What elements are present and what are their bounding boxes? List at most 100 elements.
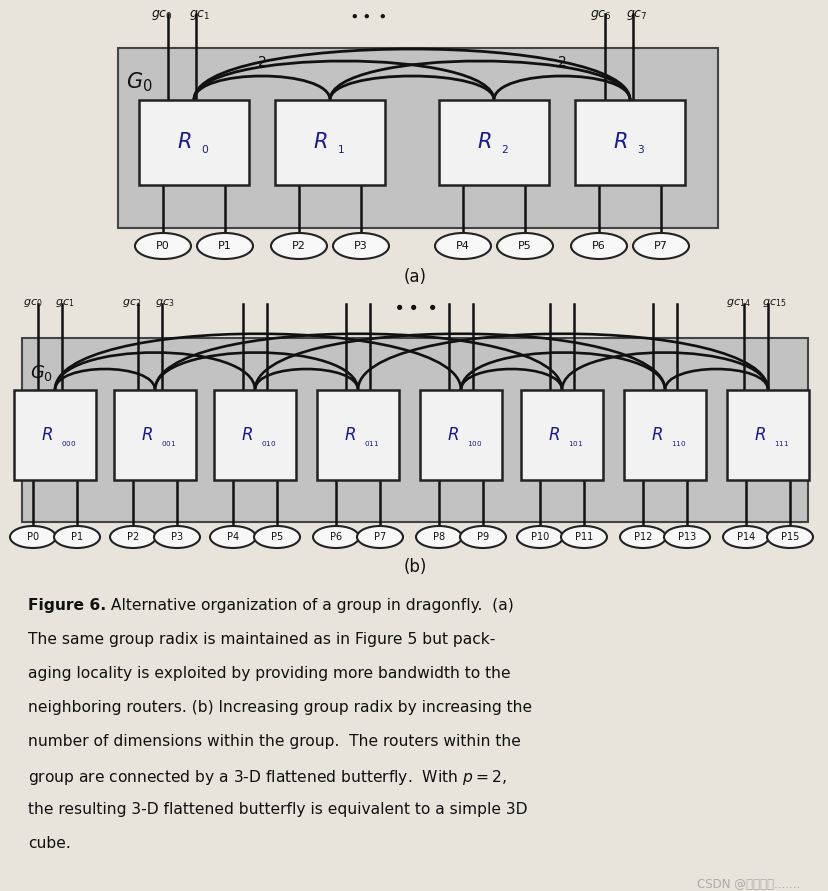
Bar [420, 390, 502, 480]
Text: $_{010}$: $_{010}$ [261, 439, 276, 449]
Text: P3: P3 [354, 241, 368, 251]
Text: $gc_2$: $gc_2$ [123, 297, 142, 309]
Text: CSDN @正在输入.......: CSDN @正在输入....... [696, 878, 799, 891]
Text: $G_0$: $G_0$ [30, 363, 53, 383]
Text: neighboring routers. (b) Increasing group radix by increasing the: neighboring routers. (b) Increasing grou… [28, 700, 532, 715]
Text: $R$: $R$ [612, 133, 627, 152]
Text: $R$: $R$ [241, 427, 253, 444]
Bar [22, 338, 807, 522]
Text: $R$: $R$ [446, 427, 459, 444]
Text: P4: P4 [227, 532, 238, 542]
Ellipse shape [435, 233, 490, 259]
Text: $R$: $R$ [176, 133, 191, 152]
Text: P5: P5 [271, 532, 283, 542]
Text: $\bullet\bullet\bullet$: $\bullet\bullet\bullet$ [349, 8, 386, 23]
Ellipse shape [570, 233, 626, 259]
Bar [316, 390, 398, 480]
Text: P8: P8 [432, 532, 445, 542]
Text: (b): (b) [403, 558, 426, 576]
Ellipse shape [663, 526, 709, 548]
Text: P15: P15 [780, 532, 798, 542]
Text: P0: P0 [156, 241, 170, 251]
Text: $gc_0$: $gc_0$ [151, 8, 173, 22]
Text: P2: P2 [127, 532, 139, 542]
Text: $_1$: $_1$ [337, 143, 344, 157]
Text: $R$: $R$ [650, 427, 662, 444]
Bar [275, 100, 384, 185]
Ellipse shape [54, 526, 100, 548]
Text: cube.: cube. [28, 836, 70, 851]
Ellipse shape [154, 526, 200, 548]
Text: $gc_3$: $gc_3$ [155, 297, 175, 309]
Text: $_{110}$: $_{110}$ [670, 439, 686, 449]
Text: Figure 6.: Figure 6. [28, 598, 106, 613]
Bar [114, 390, 195, 480]
Ellipse shape [633, 233, 688, 259]
Text: P7: P7 [653, 241, 667, 251]
Text: The same group radix is maintained as in Figure 5 but pack-: The same group radix is maintained as in… [28, 632, 495, 647]
Text: $_{111}$: $_{111}$ [773, 439, 788, 449]
Text: $_3$: $_3$ [636, 143, 644, 157]
Text: $gc_{14}$: $gc_{14}$ [724, 297, 749, 309]
Text: $gc_0$: $gc_0$ [23, 297, 43, 309]
Text: $_{100}$: $_{100}$ [466, 439, 482, 449]
Text: P11: P11 [574, 532, 592, 542]
Text: P9: P9 [476, 532, 489, 542]
Bar [575, 100, 684, 185]
Text: $R$: $R$ [312, 133, 327, 152]
Ellipse shape [766, 526, 812, 548]
Bar [623, 390, 705, 480]
Text: P12: P12 [633, 532, 652, 542]
Bar [139, 100, 248, 185]
Ellipse shape [313, 526, 359, 548]
Text: $R$: $R$ [344, 427, 355, 444]
Text: $gc_7$: $gc_7$ [625, 8, 647, 22]
Text: P10: P10 [530, 532, 548, 542]
Bar [520, 390, 602, 480]
Ellipse shape [497, 233, 552, 259]
Text: $G_0$: $G_0$ [126, 70, 152, 94]
Ellipse shape [517, 526, 562, 548]
Bar [214, 390, 296, 480]
Text: P1: P1 [218, 241, 232, 251]
Text: $gc_6$: $gc_6$ [590, 8, 611, 22]
Ellipse shape [333, 233, 388, 259]
Ellipse shape [460, 526, 505, 548]
Text: the resulting 3-D flattened butterfly is equivalent to a simple 3D: the resulting 3-D flattened butterfly is… [28, 802, 527, 817]
Ellipse shape [197, 233, 253, 259]
Text: group are connected by a 3-D flattened butterfly.  With $p = 2$,: group are connected by a 3-D flattened b… [28, 768, 506, 787]
Ellipse shape [253, 526, 300, 548]
Text: Alternative organization of a group in dragonfly.  (a): Alternative organization of a group in d… [106, 598, 513, 613]
Ellipse shape [416, 526, 461, 548]
Ellipse shape [271, 233, 326, 259]
Text: P5: P5 [518, 241, 532, 251]
Text: P2: P2 [291, 241, 306, 251]
Text: P14: P14 [736, 532, 754, 542]
Text: $_{000}$: $_{000}$ [61, 439, 76, 449]
Text: number of dimensions within the group.  The routers within the: number of dimensions within the group. T… [28, 734, 520, 749]
Text: $R$: $R$ [476, 133, 491, 152]
Text: $_{101}$: $_{101}$ [567, 439, 583, 449]
Text: 2: 2 [258, 55, 266, 69]
Text: P7: P7 [373, 532, 386, 542]
Bar [726, 390, 808, 480]
Ellipse shape [135, 233, 190, 259]
Text: $R$: $R$ [547, 427, 560, 444]
Ellipse shape [619, 526, 665, 548]
Text: P13: P13 [677, 532, 696, 542]
Text: P1: P1 [71, 532, 83, 542]
Text: $_{001}$: $_{001}$ [161, 439, 176, 449]
Text: $_{011}$: $_{011}$ [363, 439, 379, 449]
Text: 2: 2 [557, 55, 566, 69]
Text: (a): (a) [403, 268, 426, 286]
Text: $gc_{15}$: $gc_{15}$ [761, 297, 785, 309]
Ellipse shape [209, 526, 256, 548]
Ellipse shape [561, 526, 606, 548]
Bar [118, 48, 717, 228]
Text: $gc_1$: $gc_1$ [55, 297, 75, 309]
Bar [439, 100, 548, 185]
Text: $_2$: $_2$ [500, 143, 508, 157]
Text: $_0$: $_0$ [200, 143, 209, 157]
Text: $\bullet\bullet\bullet$: $\bullet\bullet\bullet$ [392, 297, 436, 315]
Text: P6: P6 [330, 532, 342, 542]
